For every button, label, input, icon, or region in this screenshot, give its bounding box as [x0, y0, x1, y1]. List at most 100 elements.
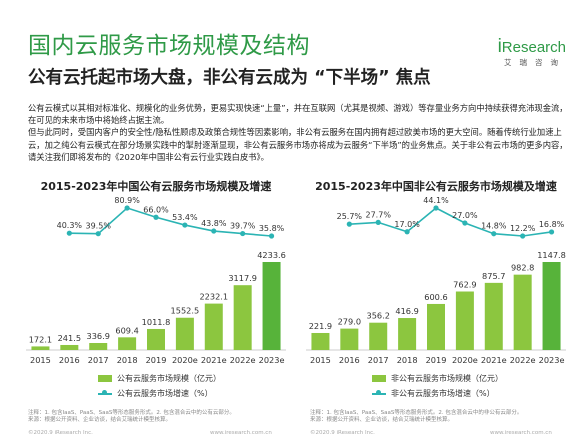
x-tick-label: 2015 — [310, 355, 331, 365]
bar — [542, 262, 561, 350]
growth-value-label: 66.0% — [143, 205, 169, 214]
x-tick-label: 2022e — [510, 355, 536, 365]
bar — [233, 285, 252, 350]
growth-value-label: 35.8% — [259, 224, 285, 233]
growth-value-label: 25.7% — [337, 212, 363, 221]
bar — [147, 328, 165, 350]
x-tick-label: 2021e — [481, 355, 507, 365]
growth-point — [240, 230, 246, 237]
legend-bar-swatch — [98, 375, 112, 382]
bar-value-label: 762.9 — [453, 280, 476, 290]
growth-value-label: 39.7% — [230, 222, 256, 231]
nonpublic-cloud-chart-svg: 221.9 2015 279.0 2016 356.2 2017 416.9 2018 600.… — [306, 196, 566, 365]
bar — [311, 332, 330, 350]
bar-value-label: 875.7 — [482, 271, 505, 281]
bar-value-label: 982.8 — [511, 263, 534, 273]
chart-legend: 非公有云服务市场规模（亿元） 非公有云服务市场增速（%） — [372, 371, 503, 401]
bar-value-label: 221.9 — [309, 321, 332, 331]
legend-bar-label: 公有云服务市场规模（亿元） — [117, 374, 221, 383]
bar — [118, 337, 137, 350]
growth-value-label: 17.0% — [394, 220, 420, 229]
growth-point — [520, 233, 526, 239]
growth-line — [69, 207, 272, 237]
page-title: 国内云服务市场规模及结构 — [28, 33, 310, 59]
growth-point — [95, 231, 101, 237]
bar-value-label: 416.9 — [395, 306, 418, 316]
growth-value-label: 43.8% — [201, 219, 227, 228]
bar — [369, 322, 388, 350]
growth-value-label: 80.9% — [114, 196, 140, 205]
x-tick-label: 2019 — [146, 355, 167, 365]
legend-line-swatch — [98, 390, 112, 395]
bar-value-label: 336.9 — [86, 331, 109, 341]
growth-point — [153, 214, 159, 220]
x-tick-label: 2020e — [172, 355, 198, 365]
page-subtitle: 公有云托起市场大盘，非公有云成为 “下半场” 焦点 — [28, 68, 431, 88]
bar-value-label: 600.6 — [424, 292, 447, 302]
x-tick-label: 2018 — [397, 355, 418, 365]
x-tick-label: 2016 — [339, 355, 360, 365]
bar-value-label: 356.2 — [366, 311, 389, 321]
growth-value-label: 44.1% — [423, 196, 449, 205]
bar-value-label: 1011.8 — [142, 317, 171, 327]
legend-line-swatch — [372, 390, 386, 395]
bar — [89, 342, 108, 350]
x-tick-label: 2016 — [59, 355, 80, 365]
bar — [398, 318, 417, 350]
bar — [175, 317, 194, 350]
x-tick-label: 2020e — [452, 355, 478, 365]
legend-line: 公有云服务市场增速（%） — [98, 386, 221, 401]
growth-value-label: 40.3% — [57, 221, 83, 230]
growth-point — [491, 231, 497, 237]
growth-value-label: 27.0% — [452, 211, 478, 220]
x-tick-label: 2023e — [539, 355, 565, 365]
intro-paragraph: 公有云模式以其相对标准化、规模化的业务优势，更易实现快速“上量”，并在互联网（尤… — [28, 102, 568, 163]
growth-line — [349, 207, 552, 237]
x-tick-label: 2021e — [201, 355, 227, 365]
bar — [204, 303, 223, 350]
legend-bar-label: 非公有云服务市场规模（亿元） — [391, 374, 503, 383]
nonpublic-cloud-chart: 2015-2023年中国非公有云服务市场规模及增速 221.9 2015 279.0… — [302, 178, 570, 403]
growth-point — [268, 233, 275, 239]
paragraph-2: 但与此同时，受国内客户的安全性/隐私性顾虑及政策合规性等因素影响，非公有云服务在… — [28, 127, 568, 162]
bar-value-label: 279.0 — [338, 317, 361, 327]
growth-value-label: 27.7% — [366, 210, 392, 219]
x-tick-label: 2022e — [230, 355, 256, 365]
bar-value-label: 241.5 — [58, 333, 81, 343]
bar — [60, 344, 79, 350]
bar — [340, 328, 359, 350]
growth-value-label: 14.8% — [481, 222, 507, 231]
bar-value-label: 1552.5 — [171, 306, 200, 316]
legend-bar: 公有云服务市场规模（亿元） — [98, 371, 221, 386]
legend-line: 非公有云服务市场增速（%） — [372, 386, 503, 401]
x-tick-label: 2023e — [259, 355, 285, 365]
website-right: www.iresearch.com.cn — [490, 430, 552, 436]
copyright-right: ©2020.9 iResearch Inc. — [310, 430, 375, 436]
bar — [513, 274, 532, 350]
chart-title: 2015-2023年中国非公有云服务市场规模及增速 — [315, 180, 557, 193]
bar-value-label: 609.4 — [115, 325, 138, 335]
growth-value-label: 12.2% — [510, 224, 536, 233]
x-tick-label: 2019 — [426, 355, 447, 365]
growth-value-label: 39.5% — [86, 222, 112, 231]
bar-value-label: 4233.6 — [257, 250, 286, 260]
iresearch-logo: iResearch 艾瑞咨询 — [498, 36, 566, 68]
bar-value-label: 172.1 — [29, 334, 52, 344]
legend-line-label: 非公有云服务市场增速（%） — [391, 389, 495, 398]
growth-point — [548, 229, 555, 235]
growth-point — [346, 221, 352, 227]
growth-point — [124, 205, 130, 211]
bar — [31, 346, 50, 350]
footnote-left: 注释：1. 包含IaaS、PaaS、SaaS等形态服务形式。2. 包含混合云中的… — [28, 410, 235, 423]
x-tick-label: 2017 — [88, 355, 109, 365]
growth-point — [211, 228, 217, 234]
paragraph-1: 公有云模式以其相对标准化、规模化的业务优势，更易实现快速“上量”，并在互联网（尤… — [28, 103, 568, 126]
growth-point — [375, 219, 381, 225]
public-cloud-chart: 2015-2023年中国公有云服务市场规模及增速 172.1 2015 241.5 2… — [22, 178, 290, 403]
growth-point — [404, 229, 410, 235]
public-cloud-chart-svg: 172.1 2015 241.5 2016 336.9 2017 609.4 2018 1011… — [26, 196, 286, 365]
x-tick-label: 2015 — [30, 355, 51, 365]
bar — [484, 282, 503, 350]
logo-subtext: 艾瑞咨询 — [504, 58, 566, 67]
bar — [427, 303, 445, 350]
